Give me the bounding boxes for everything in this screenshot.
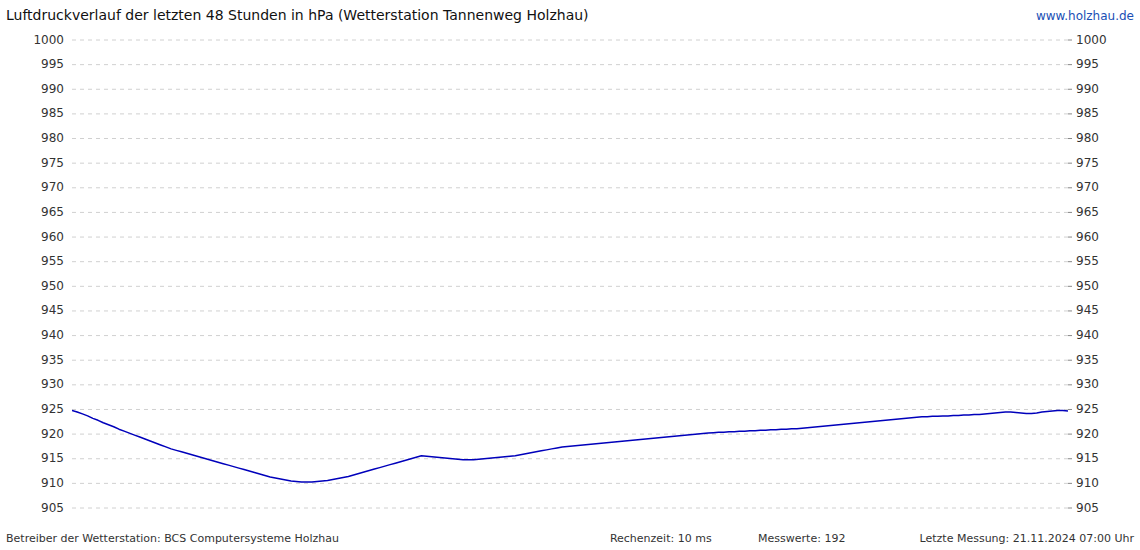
y2-tick xyxy=(1068,113,1072,114)
grid-line xyxy=(72,286,1068,287)
y2-tick-label: 955 xyxy=(1076,254,1099,268)
y2-tick-label: 935 xyxy=(1076,353,1099,367)
grid-line xyxy=(72,335,1068,336)
pressure-line xyxy=(72,410,1068,481)
y-tick-label: 990 xyxy=(41,82,64,96)
grid-line xyxy=(72,89,1068,90)
y-tick-label: 985 xyxy=(41,106,64,120)
grid-line xyxy=(72,237,1068,238)
y2-tick-label: 915 xyxy=(1076,451,1099,465)
y2-tick xyxy=(1068,508,1072,509)
y2-tick-label: 945 xyxy=(1076,303,1099,317)
y2-tick-label: 940 xyxy=(1076,328,1099,342)
y2-tick-label: 1000 xyxy=(1076,33,1107,47)
grid-line xyxy=(72,409,1068,410)
y-tick-label: 910 xyxy=(41,476,64,490)
y2-tick-label: 995 xyxy=(1076,57,1099,71)
y-tick-label: 905 xyxy=(41,501,64,515)
y-tick-label: 945 xyxy=(41,303,64,317)
data-area xyxy=(72,410,1068,481)
grid-line xyxy=(72,212,1068,213)
y2-tick-label: 930 xyxy=(1076,377,1099,391)
y-tick-label: 940 xyxy=(41,328,64,342)
y2-tick-label: 960 xyxy=(1076,230,1099,244)
grid-line xyxy=(72,113,1068,114)
y-tick-label: 920 xyxy=(41,427,64,441)
y2-tick-label: 970 xyxy=(1076,180,1099,194)
y-tick-label: 970 xyxy=(41,180,64,194)
y2-tick-label: 925 xyxy=(1076,402,1099,416)
y2-tick xyxy=(1068,237,1072,238)
y-tick-label: 915 xyxy=(41,451,64,465)
y2-tick-label: 975 xyxy=(1076,156,1099,170)
annotation: Betreiber der Wetterstation: BCS Compute… xyxy=(6,532,339,545)
y2-tick xyxy=(1068,261,1072,262)
grid-line xyxy=(72,261,1068,262)
y2-tick xyxy=(1068,310,1072,311)
y2-tick xyxy=(1068,384,1072,385)
y-tick-label: 950 xyxy=(41,279,64,293)
y2-tick xyxy=(1068,458,1072,459)
y-tick-label: 975 xyxy=(41,156,64,170)
y-tick-label: 980 xyxy=(41,131,64,145)
y2-tick-label: 905 xyxy=(1076,501,1099,515)
y-tick-label: 960 xyxy=(41,230,64,244)
y2-tick-label: 910 xyxy=(1076,476,1099,490)
annotation: www.holzhau.de xyxy=(1036,9,1134,23)
y2-tick xyxy=(1068,212,1072,213)
chart: 905 910 915 920 925 930 935 940 945 950 955 960 965 9… xyxy=(0,0,1140,550)
grid-line xyxy=(72,163,1068,164)
y2-tick xyxy=(1068,64,1072,65)
y-tick-label: 965 xyxy=(41,205,64,219)
grid-line xyxy=(72,64,1068,65)
y2-tick xyxy=(1068,40,1072,41)
grid-line xyxy=(72,187,1068,188)
y2-tick xyxy=(1068,434,1072,435)
y2-tick xyxy=(1068,138,1072,139)
grid-line xyxy=(72,508,1068,509)
y-tick-label: 995 xyxy=(41,57,64,71)
annotation: Rechenzeit: 10 ms xyxy=(610,532,712,545)
grid-line xyxy=(72,138,1068,139)
grid-line xyxy=(72,40,1068,41)
grid-line xyxy=(72,360,1068,361)
y2-tick xyxy=(1068,483,1072,484)
grid-line xyxy=(72,384,1068,385)
y2-tick xyxy=(1068,187,1072,188)
y-tick-label: 925 xyxy=(41,402,64,416)
y-tick-label: 930 xyxy=(41,377,64,391)
title: Luftdruckverlauf der letzten 48 Stunden … xyxy=(6,7,589,23)
grid-line xyxy=(72,483,1068,484)
y-tick-label: 955 xyxy=(41,254,64,268)
grid-line xyxy=(72,310,1068,311)
y2-tick-label: 990 xyxy=(1076,82,1099,96)
y-tick-label: 1000 xyxy=(33,33,64,47)
y2-tick xyxy=(1068,360,1072,361)
y2-tick xyxy=(1068,409,1072,410)
grid-line xyxy=(72,458,1068,459)
y2-tick xyxy=(1068,163,1072,164)
y2-tick-label: 985 xyxy=(1076,106,1099,120)
y2-tick-label: 980 xyxy=(1076,131,1099,145)
y2-tick xyxy=(1068,335,1072,336)
grid-line xyxy=(72,434,1068,435)
annotation: Letzte Messung: 21.11.2024 07:00 Uhr xyxy=(920,532,1135,545)
y2-tick xyxy=(1068,89,1072,90)
y2-tick-label: 920 xyxy=(1076,427,1099,441)
grid xyxy=(72,40,1068,508)
annotation: Messwerte: 192 xyxy=(758,532,845,545)
y2-tick-label: 965 xyxy=(1076,205,1099,219)
y2-tick xyxy=(1068,286,1072,287)
y2-tick-label: 950 xyxy=(1076,279,1099,293)
y-tick-label: 935 xyxy=(41,353,64,367)
